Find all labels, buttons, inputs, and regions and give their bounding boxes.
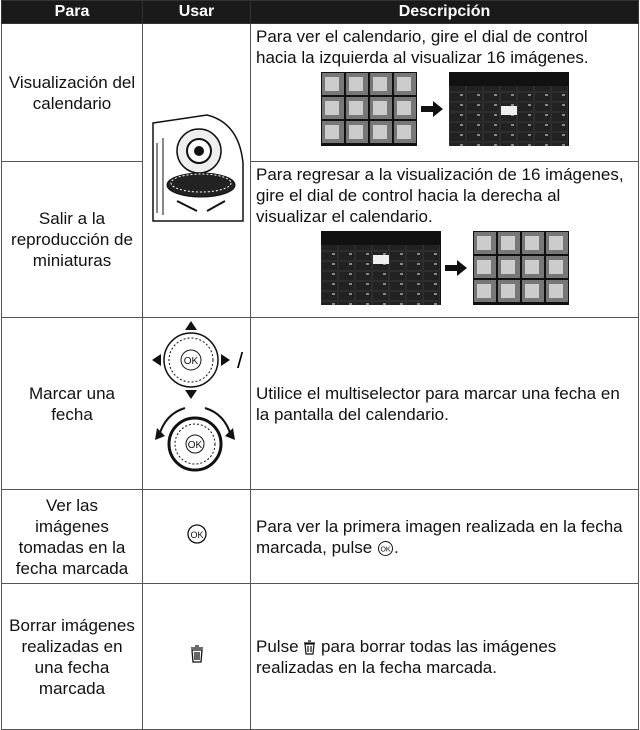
thumbnail-screen [320, 72, 417, 146]
calendar-screen [448, 72, 569, 146]
arrow [444, 260, 467, 276]
header: Usar [142, 0, 251, 24]
header: Para [1, 0, 143, 24]
cell [142, 23, 251, 318]
cell: Para regresar a la visualización de 16 i… [250, 161, 639, 318]
text: Para ver la primera imagen realizada en … [256, 516, 623, 557]
trash-icon [190, 645, 203, 663]
cell: Visualización del calendario [1, 23, 143, 162]
cell [142, 583, 251, 730]
images [256, 231, 633, 305]
cell: Marcar una fecha [1, 317, 143, 490]
svg-text:OK: OK [187, 440, 202, 451]
text: Para regresar a la visualización de 16 i… [256, 165, 624, 226]
images [256, 72, 633, 146]
cell: Ver las imágenes tomadas en la fecha mar… [1, 489, 143, 584]
cell: OK / OK [142, 317, 251, 490]
svg-text:OK: OK [190, 530, 203, 540]
cell: Para ver la primera imagen realizada en … [250, 489, 639, 584]
separator: / [236, 348, 243, 373]
ok-icon: OK [186, 524, 207, 544]
calendar-screen [320, 231, 441, 305]
dial-image [151, 114, 244, 222]
svg-text:OK: OK [380, 546, 390, 553]
text: Para ver el calendario, gire el dial de … [256, 27, 589, 67]
arrow [420, 101, 443, 117]
cell: Utilice el multiselector para marcar una… [250, 317, 639, 490]
cell: Salir a la reproducción de miniaturas [1, 161, 143, 318]
thumbnail-screen [472, 231, 569, 305]
cell: OK [142, 489, 251, 584]
cell: Borrar imágenes realizadas en una fecha … [1, 583, 143, 730]
text: Pulse [256, 636, 299, 656]
svg-text:OK: OK [183, 356, 198, 367]
text: para borrar todas las imágenes realizada… [256, 636, 557, 677]
cell: Para ver el calendario, gire el dial de … [250, 23, 639, 162]
text: . [393, 537, 399, 557]
header: Descripción [250, 0, 639, 24]
multiselector-icons: OK / OK [151, 321, 243, 472]
ok-icon: OK [377, 540, 393, 556]
cell: Pulse para borrar todas las imágenes rea… [250, 583, 639, 730]
trash-icon [304, 639, 316, 655]
